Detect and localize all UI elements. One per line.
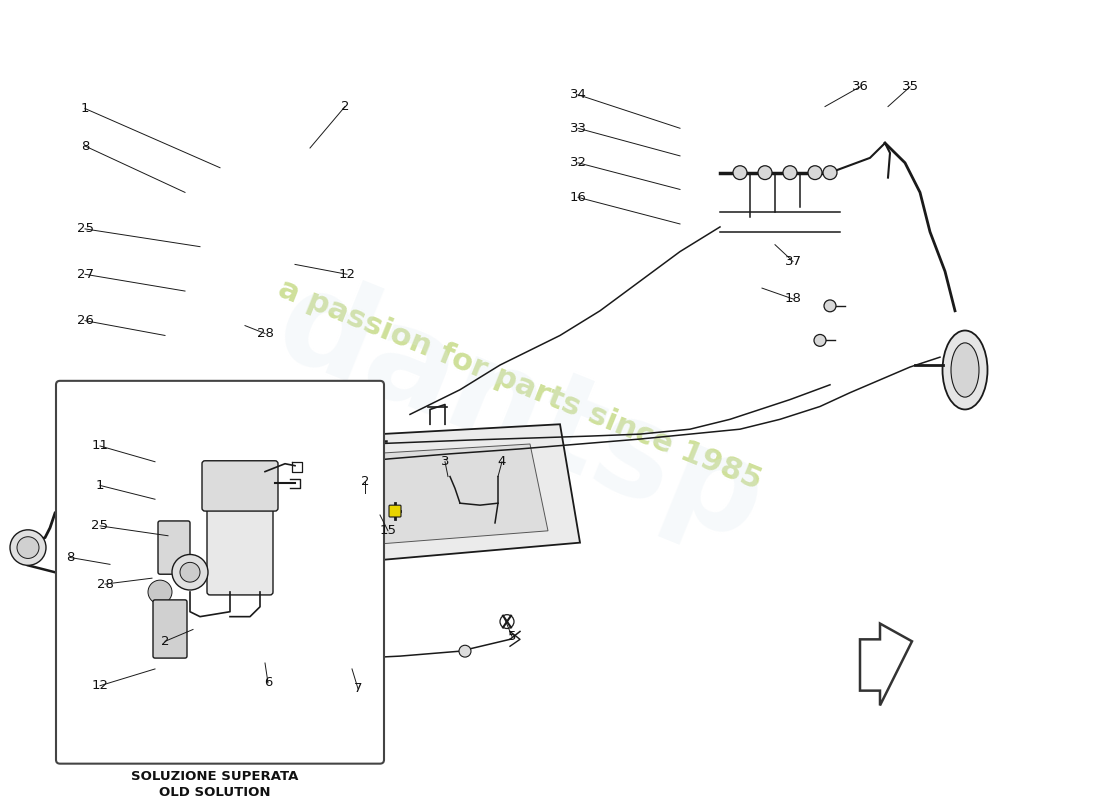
FancyBboxPatch shape <box>208 555 248 614</box>
Circle shape <box>16 537 38 558</box>
Text: 11: 11 <box>91 439 109 453</box>
Text: SOLUZIONE SUPERATA: SOLUZIONE SUPERATA <box>131 770 299 782</box>
FancyBboxPatch shape <box>202 461 278 511</box>
Text: 32: 32 <box>570 156 586 170</box>
Polygon shape <box>860 623 912 706</box>
Polygon shape <box>200 424 580 572</box>
Text: 26: 26 <box>77 314 94 327</box>
Text: 28: 28 <box>97 578 113 590</box>
Text: 18: 18 <box>784 293 802 306</box>
Ellipse shape <box>943 330 988 410</box>
Text: 8: 8 <box>80 139 89 153</box>
Text: 2: 2 <box>361 475 370 488</box>
Text: 6: 6 <box>264 676 272 690</box>
Text: 28: 28 <box>256 327 274 340</box>
Text: 15: 15 <box>379 524 396 538</box>
Circle shape <box>823 166 837 179</box>
Text: dantsp: dantsp <box>258 259 782 570</box>
FancyBboxPatch shape <box>207 495 273 595</box>
Circle shape <box>758 166 772 179</box>
Text: 7: 7 <box>354 682 362 695</box>
Polygon shape <box>240 444 548 553</box>
Text: 2: 2 <box>161 635 169 648</box>
Text: 3: 3 <box>441 455 449 468</box>
Text: 16: 16 <box>570 191 586 204</box>
Circle shape <box>783 166 798 179</box>
Text: 25: 25 <box>77 222 94 235</box>
Circle shape <box>10 530 46 566</box>
FancyBboxPatch shape <box>56 381 384 764</box>
Text: 4: 4 <box>498 455 506 468</box>
Circle shape <box>180 562 200 582</box>
Text: 12: 12 <box>339 268 355 281</box>
Text: 8: 8 <box>66 551 74 564</box>
Text: 37: 37 <box>784 255 802 268</box>
Text: 35: 35 <box>902 80 918 94</box>
Text: 5: 5 <box>508 630 516 643</box>
Ellipse shape <box>952 343 979 397</box>
Text: 2: 2 <box>341 100 350 113</box>
Circle shape <box>824 300 836 312</box>
Text: 25: 25 <box>91 519 109 532</box>
Text: a passion for parts since 1985: a passion for parts since 1985 <box>274 274 766 495</box>
FancyBboxPatch shape <box>153 600 187 658</box>
FancyBboxPatch shape <box>158 521 190 574</box>
Circle shape <box>808 166 822 179</box>
Circle shape <box>140 572 180 612</box>
FancyBboxPatch shape <box>94 561 125 609</box>
Text: 34: 34 <box>570 88 586 102</box>
Text: 27: 27 <box>77 268 94 281</box>
FancyBboxPatch shape <box>389 505 402 517</box>
Circle shape <box>352 655 364 667</box>
Text: 1: 1 <box>80 102 89 115</box>
FancyBboxPatch shape <box>148 625 212 663</box>
Circle shape <box>148 580 172 604</box>
Circle shape <box>264 653 276 665</box>
Text: 12: 12 <box>91 679 109 692</box>
Text: 36: 36 <box>851 80 868 94</box>
Circle shape <box>814 334 826 346</box>
FancyBboxPatch shape <box>132 545 233 630</box>
Circle shape <box>172 554 208 590</box>
Text: OLD SOLUTION: OLD SOLUTION <box>160 786 271 799</box>
Text: 1: 1 <box>96 479 104 492</box>
Circle shape <box>459 646 471 657</box>
Text: 33: 33 <box>570 122 586 134</box>
Circle shape <box>733 166 747 179</box>
